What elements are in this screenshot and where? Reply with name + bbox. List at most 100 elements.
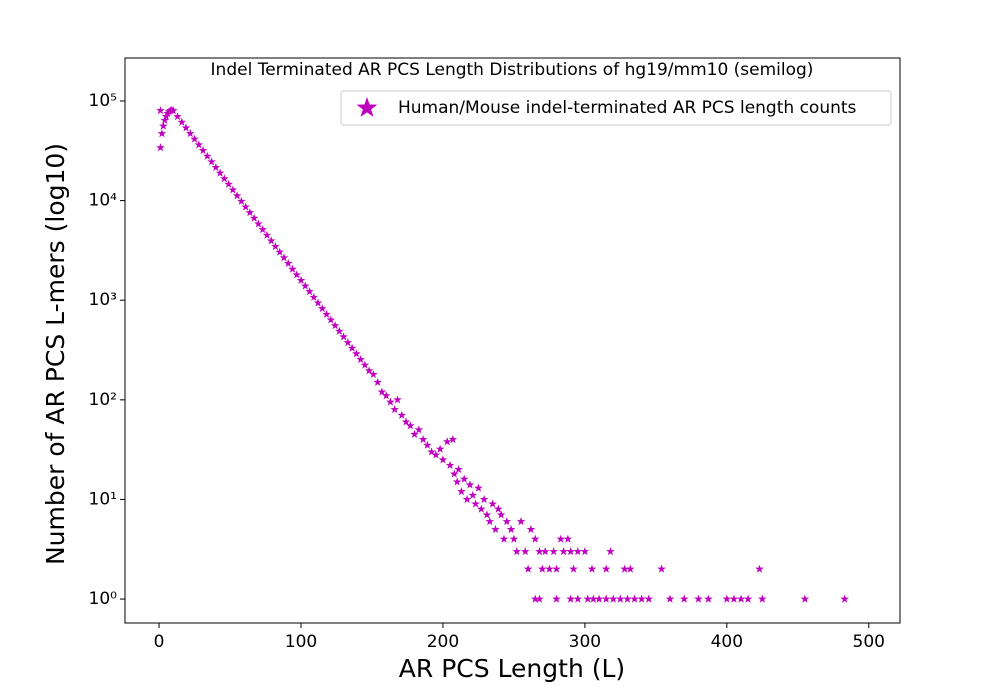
data-point bbox=[245, 208, 255, 217]
data-point bbox=[482, 510, 492, 519]
data-point bbox=[454, 464, 463, 474]
data-point bbox=[516, 517, 526, 526]
data-point bbox=[569, 564, 578, 573]
data-point bbox=[397, 410, 407, 419]
data-point bbox=[540, 547, 550, 556]
data-point bbox=[457, 487, 466, 496]
data-point bbox=[465, 480, 475, 489]
data-point bbox=[305, 287, 314, 296]
data-point bbox=[530, 534, 540, 543]
data-point bbox=[623, 594, 632, 603]
x-tick-label: 100 bbox=[285, 632, 317, 652]
data-point bbox=[381, 391, 391, 400]
data-point bbox=[207, 157, 216, 166]
data-point bbox=[194, 140, 204, 149]
x-tick-label: 200 bbox=[427, 632, 459, 652]
data-point bbox=[224, 179, 233, 188]
y-tick-label: 10⁰ bbox=[89, 589, 118, 609]
data-point bbox=[360, 360, 370, 369]
data-point bbox=[840, 594, 849, 603]
data-point bbox=[573, 547, 583, 556]
data-point bbox=[462, 494, 472, 504]
data-point bbox=[157, 129, 167, 138]
data-point bbox=[450, 469, 459, 478]
data-point bbox=[211, 162, 221, 172]
data-point bbox=[271, 242, 280, 251]
data-point bbox=[491, 524, 500, 534]
data-point bbox=[580, 547, 590, 556]
data-point bbox=[520, 547, 530, 556]
data-point bbox=[326, 315, 336, 324]
data-point bbox=[300, 281, 310, 290]
data-point bbox=[657, 564, 666, 573]
data-point bbox=[609, 594, 618, 603]
data-point bbox=[313, 298, 323, 307]
data-point bbox=[237, 196, 246, 205]
x-tick-label: 300 bbox=[569, 632, 601, 652]
data-point bbox=[499, 534, 509, 543]
chart-title: Indel Terminated AR PCS Length Distribut… bbox=[211, 60, 814, 80]
data-point bbox=[566, 594, 575, 603]
data-point bbox=[186, 129, 195, 138]
y-tick-label: 10³ bbox=[89, 290, 117, 310]
data-point bbox=[181, 123, 191, 132]
data-point bbox=[694, 594, 703, 603]
data-point bbox=[352, 349, 361, 358]
data-point bbox=[442, 437, 452, 446]
data-point bbox=[296, 275, 306, 285]
data-point bbox=[601, 564, 611, 573]
data-point bbox=[241, 202, 250, 211]
data-point bbox=[512, 547, 522, 556]
data-point bbox=[552, 594, 561, 603]
data-point bbox=[474, 483, 483, 492]
data-point bbox=[502, 517, 512, 526]
data-point bbox=[249, 213, 259, 222]
data-point bbox=[288, 264, 297, 273]
data-point bbox=[644, 594, 654, 603]
data-point bbox=[373, 377, 382, 386]
data-point bbox=[283, 258, 293, 268]
data-point bbox=[160, 115, 170, 124]
data-point bbox=[364, 366, 374, 375]
data-point bbox=[601, 594, 611, 603]
data-point bbox=[254, 219, 263, 228]
data-point bbox=[535, 594, 544, 603]
data-point bbox=[390, 404, 399, 414]
data-point bbox=[190, 134, 199, 143]
data-point bbox=[330, 321, 340, 330]
data-point bbox=[435, 444, 445, 453]
data-point bbox=[401, 417, 411, 426]
data-point bbox=[589, 594, 598, 603]
data-point bbox=[258, 225, 267, 234]
data-point bbox=[630, 594, 639, 603]
data-point bbox=[386, 397, 395, 406]
data-point bbox=[215, 168, 225, 177]
data-point bbox=[526, 524, 536, 534]
data-point bbox=[431, 450, 441, 459]
data-point bbox=[262, 230, 272, 239]
data-point bbox=[530, 594, 540, 603]
data-point bbox=[452, 477, 462, 486]
data-point bbox=[626, 564, 635, 573]
data-point bbox=[427, 447, 436, 456]
data-point bbox=[335, 326, 344, 335]
data-point bbox=[743, 594, 753, 603]
data-point bbox=[406, 421, 415, 430]
data-point bbox=[556, 534, 566, 543]
data-point bbox=[445, 460, 455, 469]
data-point bbox=[736, 594, 746, 603]
data-point bbox=[606, 547, 615, 556]
y-tick-label: 10² bbox=[89, 390, 117, 410]
data-point bbox=[393, 395, 402, 404]
data-point bbox=[538, 564, 547, 573]
data-point bbox=[418, 434, 428, 444]
data-point bbox=[494, 504, 503, 513]
legend-box bbox=[340, 90, 892, 126]
data-point bbox=[459, 474, 469, 483]
data-point bbox=[559, 547, 568, 556]
y-tick-label: 10⁵ bbox=[89, 91, 117, 111]
plot-frame bbox=[124, 57, 901, 624]
data-point bbox=[309, 292, 319, 301]
data-point bbox=[414, 425, 424, 434]
